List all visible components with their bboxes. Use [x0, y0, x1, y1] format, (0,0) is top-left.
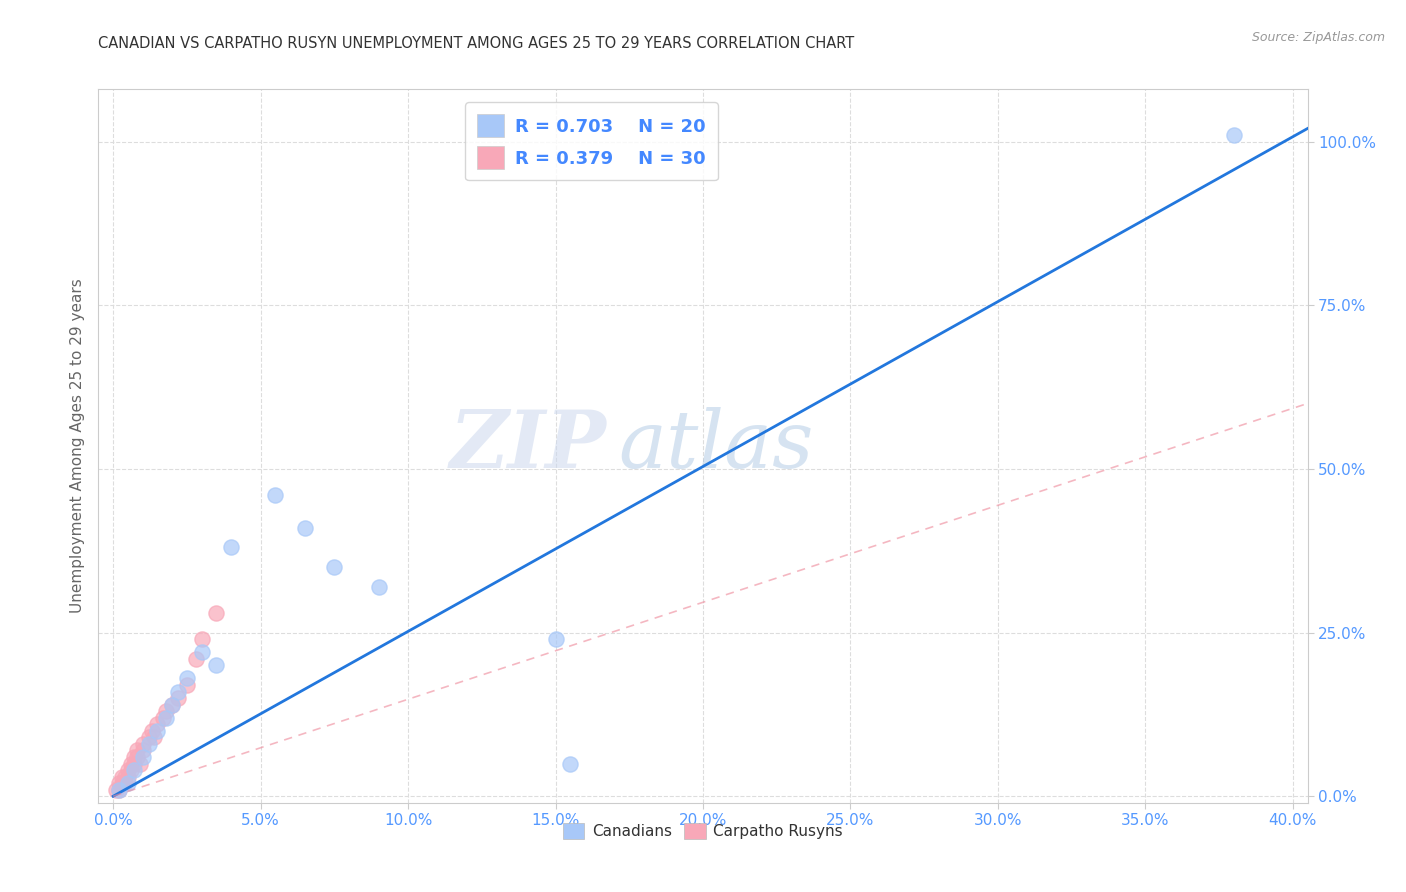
- Point: [152, 711, 174, 725]
- Point: [167, 684, 190, 698]
- Point: [160, 698, 183, 712]
- Point: [176, 678, 198, 692]
- Point: [184, 652, 207, 666]
- Point: [120, 756, 142, 771]
- Point: [294, 521, 316, 535]
- Point: [108, 782, 131, 797]
- Point: [544, 632, 567, 647]
- Point: [560, 756, 582, 771]
- Point: [117, 776, 139, 790]
- Point: [117, 763, 139, 777]
- Point: [125, 743, 148, 757]
- Point: [111, 770, 134, 784]
- Y-axis label: Unemployment Among Ages 25 to 29 years: Unemployment Among Ages 25 to 29 years: [69, 278, 84, 614]
- Point: [111, 776, 134, 790]
- Point: [190, 645, 212, 659]
- Text: Source: ZipAtlas.com: Source: ZipAtlas.com: [1251, 31, 1385, 45]
- Point: [264, 488, 287, 502]
- Point: [122, 756, 145, 771]
- Point: [323, 560, 346, 574]
- Point: [141, 723, 163, 738]
- Text: atlas: atlas: [619, 408, 814, 484]
- Point: [114, 770, 136, 784]
- Point: [128, 756, 150, 771]
- Point: [120, 763, 142, 777]
- Point: [205, 606, 228, 620]
- Point: [122, 750, 145, 764]
- Point: [205, 658, 228, 673]
- Point: [367, 580, 389, 594]
- Point: [1223, 128, 1246, 142]
- Point: [143, 731, 166, 745]
- Point: [176, 672, 198, 686]
- Point: [160, 698, 183, 712]
- Point: [138, 731, 160, 745]
- Point: [105, 782, 128, 797]
- Point: [125, 750, 148, 764]
- Point: [155, 711, 177, 725]
- Point: [117, 770, 139, 784]
- Point: [219, 541, 242, 555]
- Point: [131, 737, 153, 751]
- Point: [146, 723, 169, 738]
- Text: ZIP: ZIP: [450, 408, 606, 484]
- Point: [138, 737, 160, 751]
- Point: [131, 743, 153, 757]
- Legend: Canadians, Carpatho Rusyns: Canadians, Carpatho Rusyns: [557, 817, 849, 845]
- Point: [131, 750, 153, 764]
- Point: [114, 776, 136, 790]
- Point: [167, 691, 190, 706]
- Point: [155, 704, 177, 718]
- Point: [108, 782, 131, 797]
- Point: [108, 776, 131, 790]
- Point: [122, 763, 145, 777]
- Point: [190, 632, 212, 647]
- Point: [146, 717, 169, 731]
- Text: CANADIAN VS CARPATHO RUSYN UNEMPLOYMENT AMONG AGES 25 TO 29 YEARS CORRELATION CH: CANADIAN VS CARPATHO RUSYN UNEMPLOYMENT …: [98, 36, 855, 51]
